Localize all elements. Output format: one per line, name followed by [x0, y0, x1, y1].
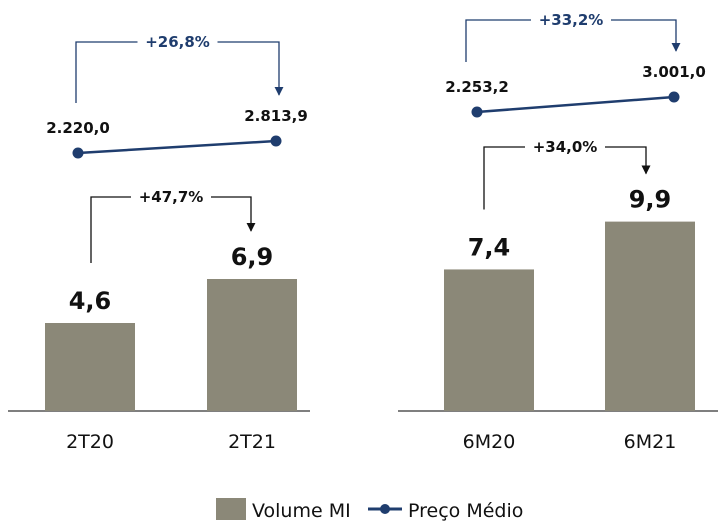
bar	[207, 279, 297, 411]
legend-line-label: Preço Médio	[408, 500, 523, 522]
bar-growth-label-bg	[525, 136, 605, 158]
price-growth-label: +26,8%	[145, 33, 210, 51]
bar-growth-label: +34,0%	[533, 138, 598, 156]
bar-growth-label-bg	[131, 186, 211, 208]
bar	[444, 269, 534, 411]
legend: Volume MI Preço Médio	[216, 498, 523, 522]
category-tick-label: 2T21	[228, 431, 276, 453]
category-tick-label: 6M21	[624, 431, 677, 453]
bar-value-label: 4,6	[69, 287, 112, 315]
series-line	[77, 139, 277, 155]
bar-value-label: 7,4	[468, 233, 511, 261]
bar-growth-label: +47,7%	[139, 188, 204, 206]
legend-bar-label: Volume MI	[252, 500, 351, 522]
line-point	[270, 135, 282, 147]
bar-value-label: 9,9	[629, 186, 672, 214]
price-growth-label-bg	[137, 31, 218, 53]
category-tick-label: 2T20	[66, 431, 114, 453]
bar	[45, 323, 135, 411]
series-line	[476, 95, 675, 114]
line-point	[471, 106, 483, 118]
bar-value-label: 6,9	[231, 243, 274, 271]
line-point	[72, 147, 84, 159]
legend-bar-swatch	[216, 498, 246, 520]
price-growth-label: +33,2%	[539, 11, 604, 29]
line-value-label: 2.813,9	[244, 107, 308, 125]
category-tick-label: 6M20	[463, 431, 516, 453]
line-point	[668, 91, 680, 103]
bar	[605, 221, 695, 411]
line-value-label: 2.220,0	[46, 119, 110, 137]
price-growth-label-bg	[531, 9, 611, 31]
line-value-label: 2.253,2	[445, 78, 509, 96]
line-value-label: 3.001,0	[642, 63, 706, 81]
legend-line-marker	[380, 504, 390, 514]
